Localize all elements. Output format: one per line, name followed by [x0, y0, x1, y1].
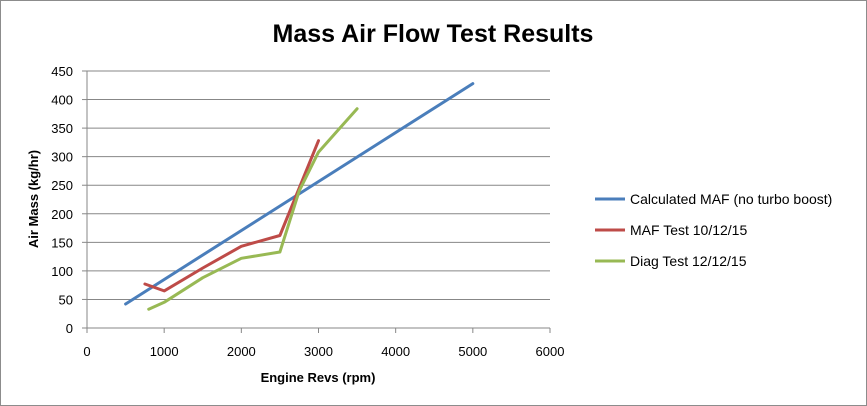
x-tick-label: 5000 [458, 344, 487, 359]
series-line-3 [147, 107, 359, 311]
x-tick-label: 0 [83, 344, 90, 359]
y-tick-label: 350 [51, 121, 73, 136]
legend-label-3: Diag Test 12/12/15 [630, 253, 747, 269]
y-tick-label: 200 [51, 207, 73, 222]
y-axis-title: Air Mass (kg/hr) [26, 150, 41, 248]
y-tick-label: 250 [51, 178, 73, 193]
x-axis-title: Engine Revs (rpm) [261, 370, 376, 385]
legend-label-2: MAF Test 10/12/15 [630, 222, 747, 238]
y-tick-label: 450 [51, 64, 73, 79]
tick-labels: 0 50 100 150 200 250 300 350 400 450 0 1000 2000 3000… [51, 64, 564, 359]
x-tick-label: 1000 [150, 344, 179, 359]
x-tick-label: 2000 [227, 344, 256, 359]
legend-label-1: Calculated MAF (no turbo boost) [630, 191, 832, 207]
x-tick-label: 4000 [381, 344, 410, 359]
legend: Calculated MAF (no turbo boost) MAF Test … [595, 191, 832, 269]
series-line-2 [143, 139, 320, 293]
series-lines [124, 82, 475, 311]
axes [82, 70, 551, 333]
chart-title: Mass Air Flow Test Results [273, 20, 594, 48]
y-tick-label: 0 [66, 321, 73, 336]
y-tick-label: 150 [51, 235, 73, 250]
y-tick-label: 300 [51, 150, 73, 165]
y-tick-label: 100 [51, 264, 73, 279]
y-tick-label: 400 [51, 93, 73, 108]
grid-lines [87, 70, 550, 300]
x-tick-label: 3000 [304, 344, 333, 359]
x-tick-label: 6000 [536, 344, 565, 359]
y-tick-label: 50 [59, 292, 73, 307]
